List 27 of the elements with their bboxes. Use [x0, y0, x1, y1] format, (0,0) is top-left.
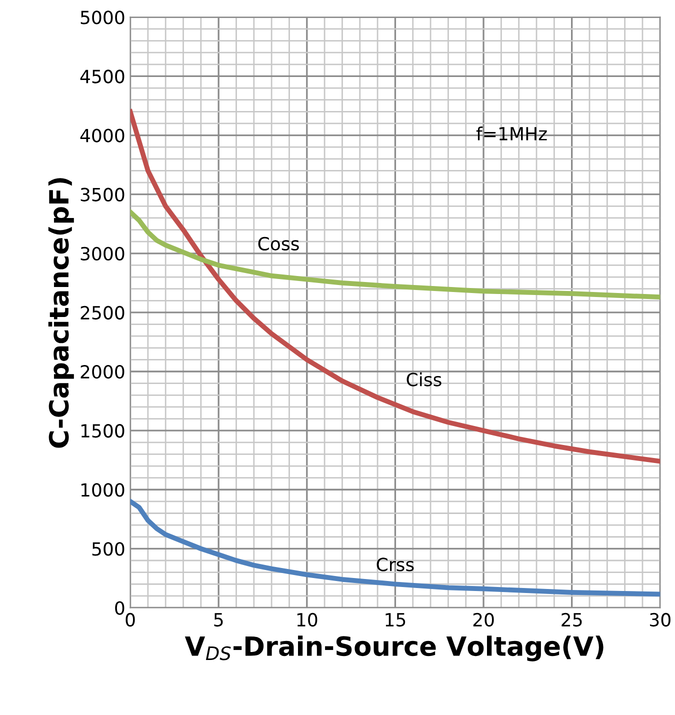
x-tick-label: 25 — [562, 612, 582, 627]
y-tick-label: 4000 — [80, 128, 124, 142]
y-tick-label: 2500 — [80, 306, 124, 320]
x-tick-label: 0 — [126, 612, 135, 627]
line-series — [130, 210, 660, 300]
y-tick-label: 0 — [115, 601, 124, 615]
y-tick-label: 3000 — [80, 246, 124, 261]
series-label: Ciss — [406, 372, 442, 386]
y-tick-label: 500 — [92, 542, 124, 556]
x-tick-label: 20 — [473, 612, 494, 627]
x-axis-title: V$_{DS}$-Drain-Source Voltage(V) — [184, 636, 604, 662]
series-label: Crss — [376, 558, 414, 572]
x-tick-label: 10 — [297, 612, 318, 627]
y-tick-label: 3500 — [80, 188, 124, 202]
y-tick-label: 2000 — [80, 364, 124, 379]
y-tick-label: 1000 — [81, 483, 124, 497]
line-series — [130, 109, 660, 464]
y-axis-title: C-Capacitance(pF) — [48, 178, 74, 448]
line-series — [130, 499, 660, 597]
y-tick-label: 1500 — [81, 424, 124, 438]
x-tick-label: 15 — [386, 613, 406, 627]
x-tick-label: 5 — [214, 613, 223, 627]
y-tick-label: 5000 — [80, 10, 124, 24]
series-label: Coss — [258, 236, 299, 251]
annotation: f=1MHz — [476, 126, 547, 140]
x-tick-label: 30 — [650, 612, 670, 627]
y-tick-label: 4500 — [80, 70, 124, 84]
